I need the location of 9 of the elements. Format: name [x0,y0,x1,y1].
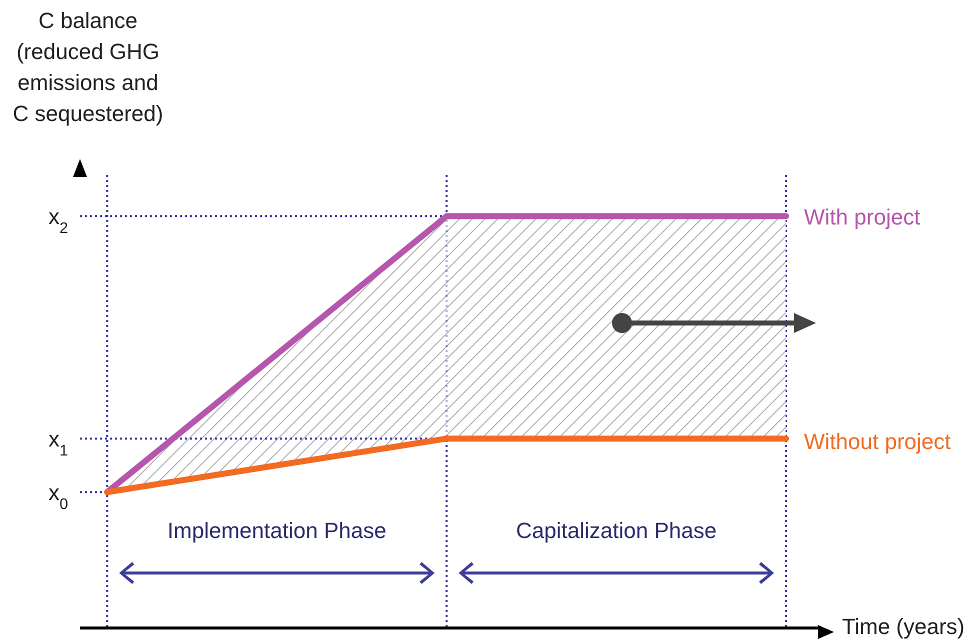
annotation: Capitalization Phase [516,518,717,543]
ref-line-label: x$_{2}$ [48,204,68,237]
ref-line-label: x$_{0}$ [48,480,68,513]
ref-line-label: x$_{1}$ [48,426,68,460]
x-axis-title: Time (years) [842,614,965,639]
series-label: Without project [804,428,951,454]
y-axis-title: C balance (reduced GHG emissions and C sequestered) [12,8,164,126]
annotation: Implementation Phase [167,518,386,543]
series-label: With project [804,204,920,230]
